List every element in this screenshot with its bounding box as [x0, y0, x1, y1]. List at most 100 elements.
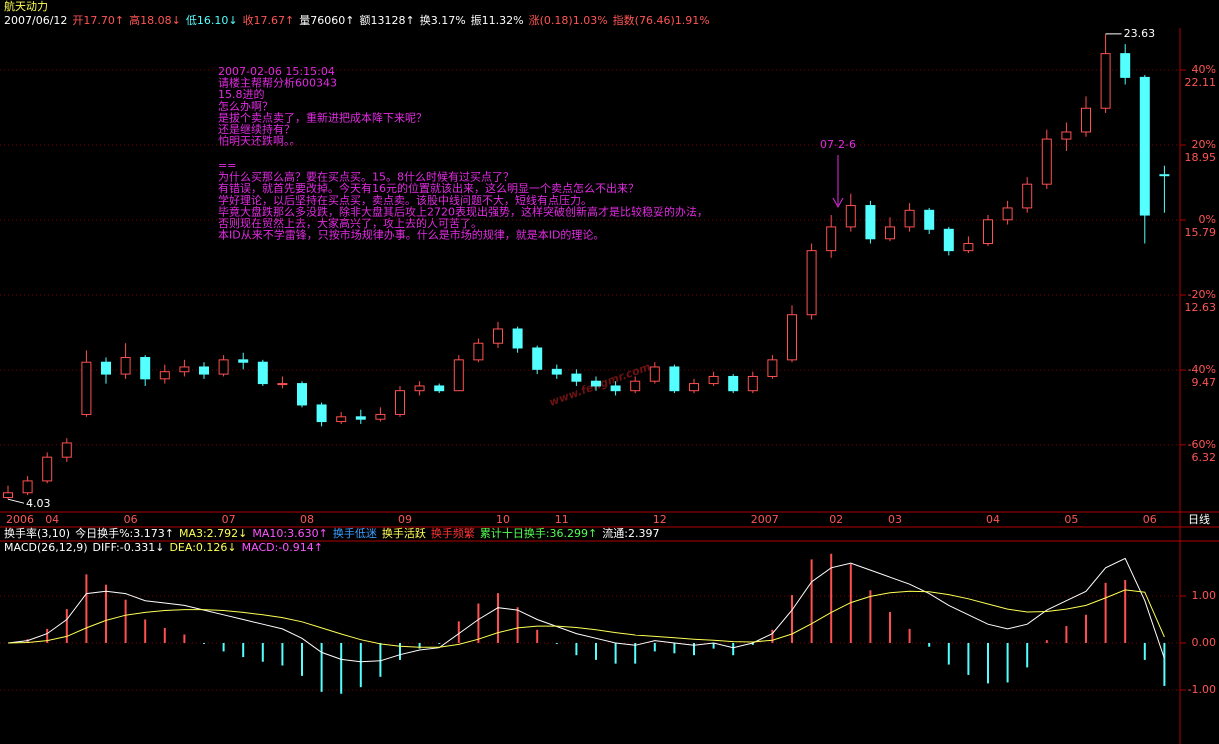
y-tick-label: 22.11 [1185, 76, 1217, 89]
candle-body [826, 226, 837, 252]
candle-body [767, 359, 778, 377]
candle-body [199, 366, 209, 375]
candle-body [885, 226, 895, 240]
x-tick-label: 06 [1143, 513, 1157, 526]
text-segment: DEA:0.126↓ [169, 541, 236, 554]
low-label: 4.03 [26, 497, 51, 510]
x-tick-label: 04 [986, 513, 1000, 526]
x-tick-label: 2007 [751, 513, 779, 526]
candle-body [218, 359, 229, 375]
candle-body [140, 356, 151, 380]
candle-body [473, 342, 484, 361]
x-tick-label: 12 [653, 513, 667, 526]
annotation-line: 是拔个卖点卖了，重新进把成本降下来呢？ [218, 110, 427, 124]
candle-body [983, 219, 993, 245]
candle-body [1041, 138, 1052, 185]
candle-body [414, 385, 425, 392]
text-segment: 量76060↑ [299, 14, 354, 27]
annotation-line: == [218, 159, 236, 172]
candle-body [571, 373, 582, 382]
text-segment: 涨(0.18)1.03% [529, 14, 608, 27]
candle-body [355, 416, 366, 420]
text-segment: MACD(26,12,9) [4, 541, 88, 554]
candle-body [336, 416, 347, 423]
info-line: 2007/06/12 开17.70↑ 高18.08↓ 低16.10↓ 收17.67↑ 量7… [4, 13, 710, 27]
candle-body [434, 385, 445, 392]
candle-body [669, 366, 680, 392]
candle-body [101, 361, 111, 375]
annotation-line: 15.8进的 [218, 87, 265, 101]
candle-body [787, 314, 797, 361]
candle-body [179, 366, 190, 373]
text-segment: 换手活跃 [382, 526, 426, 540]
candle-body [806, 250, 817, 316]
candle-body [375, 413, 386, 420]
text-segment: MA10:3.630↑ [252, 527, 327, 540]
annotation-line: 本ID从来不学雷锋，只按市场规律办事。什么是市场的规律，就是本ID的理论。 [218, 228, 604, 242]
candle-body [297, 383, 307, 406]
candle-body [316, 404, 327, 423]
annotation-line: 否则现在贸然上去，大家高兴了，攻上去的人可苦了。 [218, 216, 482, 230]
candle-body [22, 480, 33, 494]
x-tick-label: 08 [300, 513, 314, 526]
candle-body [943, 228, 954, 252]
period-label: 日线 [1188, 512, 1210, 526]
y-pct-label: -60% [1188, 438, 1216, 451]
macd-line [7, 589, 1165, 648]
x-tick-label: 02 [829, 513, 843, 526]
text-segment: 低16.10↓ [186, 14, 238, 27]
candle-body [845, 205, 856, 228]
text-segment: 高18.08↓ [129, 13, 181, 27]
annotation-line: 学好理论，以后坚持在买点买，卖点卖。该股中线问题不大，短线有点压力。 [218, 193, 592, 207]
x-tick-label: 09 [398, 513, 412, 526]
x-tick-label: 06 [124, 513, 138, 526]
text-segment: 2007/06/12 [4, 14, 67, 27]
candle-body [159, 371, 170, 380]
x-tick-label: 11 [555, 513, 569, 526]
text-segment: MA3:2.792↓ [179, 527, 247, 540]
y-tick-label: -1.00 [1188, 683, 1216, 696]
x-tick-label: 07 [222, 513, 236, 526]
candle-body [42, 456, 53, 482]
y-tick-label: 18.95 [1185, 151, 1217, 164]
text-segment: 今日换手%:3.173↑ [75, 526, 174, 540]
y-tick-label: 0.00 [1192, 636, 1217, 649]
candle-body [1061, 131, 1072, 140]
candle-body [1002, 207, 1013, 221]
x-tick-label: 03 [888, 513, 902, 526]
y-tick-label: 12.63 [1185, 301, 1217, 314]
candle-body [3, 492, 13, 499]
text-segment: 换手频繁 [431, 526, 475, 540]
event-label: 07-2-6 [820, 138, 856, 151]
candle-body [257, 361, 268, 385]
annotation-line: 毕竟大盘跌那么多没跌，除非大盘其后攻上2720表现出强势，这样突破创新高才是比较… [218, 204, 708, 218]
candle-body [630, 380, 641, 392]
candle-body [453, 359, 464, 392]
candle-body [1100, 53, 1111, 109]
annotation-line: 怕明天还跌啊。。 [218, 134, 301, 148]
event-arrowhead [832, 197, 844, 209]
x-tick-label: 04 [45, 513, 59, 526]
candle-body [610, 385, 621, 392]
x-tick-label: 05 [1064, 513, 1078, 526]
text-segment: 换3.17% [420, 13, 466, 27]
text-segment: 换手率(3,10) [4, 526, 70, 540]
annotation-line: 2007-02-06 15:15:04 [218, 65, 335, 78]
candle-body [395, 390, 405, 415]
candle-body [81, 361, 92, 415]
low-marker [7, 498, 25, 504]
y-pct-label: 0% [1199, 213, 1216, 226]
candle-body [747, 375, 758, 392]
candle-body [61, 442, 72, 458]
candle-body [649, 366, 660, 382]
text-segment: 额13128↑ [360, 14, 415, 27]
annotation-line: 有错误，就首先要改掉。今天有16元的位置就该出来，这么明显一个卖点怎么不出来？ [218, 181, 639, 195]
text-segment: 指数(76.46)1.91% [613, 13, 710, 27]
text-segment: 流通:2.397 [602, 526, 659, 540]
candle-body [591, 380, 601, 387]
y-tick-label: 9.47 [1192, 376, 1217, 389]
text-segment: 累计十日换手:36.299↑ [480, 526, 597, 540]
candle-body [728, 375, 739, 392]
